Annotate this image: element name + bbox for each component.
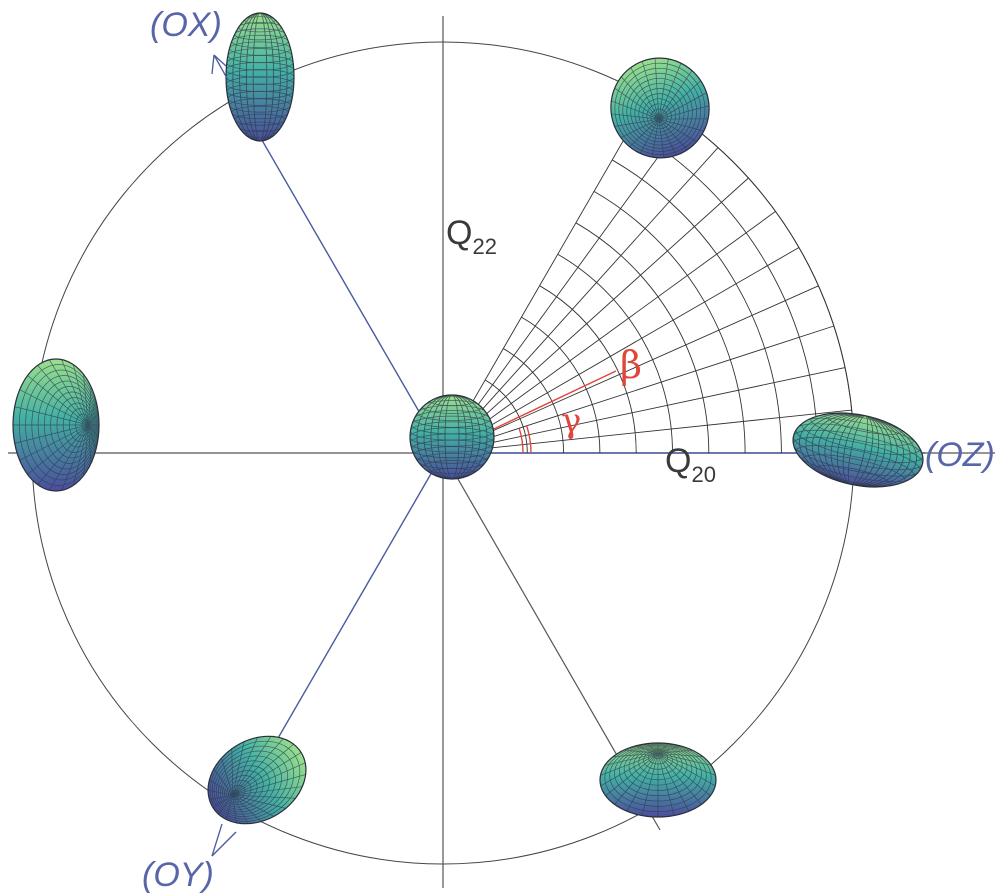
oz-label: (OZ) bbox=[925, 436, 995, 474]
ox-label: (OX) bbox=[150, 6, 222, 44]
q20-label: Q20 bbox=[665, 442, 716, 487]
shape-upper-right-oblate bbox=[601, 48, 719, 168]
grid-spoke bbox=[478, 177, 749, 422]
oy-label: (OY) bbox=[142, 856, 214, 894]
grid-spoke bbox=[481, 211, 776, 426]
grid-spoke bbox=[474, 147, 719, 418]
shape-oz-prolate bbox=[792, 410, 924, 490]
grid-spoke bbox=[489, 367, 846, 444]
grid-spoke bbox=[470, 120, 685, 415]
polar-grid bbox=[466, 96, 855, 454]
gamma-arc-2 bbox=[526, 425, 532, 454]
gamma-arc-1 bbox=[518, 428, 524, 454]
shape-ox-prolate bbox=[225, 12, 295, 142]
grid-spoke bbox=[466, 96, 649, 412]
grid-spoke bbox=[488, 325, 835, 439]
grid-spoke bbox=[484, 247, 800, 430]
spoke-ox bbox=[236, 96, 444, 454]
shape-oy-prolate bbox=[198, 727, 316, 833]
gamma-label: γ bbox=[561, 401, 581, 441]
shape-center-sphere bbox=[409, 394, 495, 480]
q22-label: Q22 bbox=[446, 214, 497, 259]
oy-arrow bbox=[211, 823, 237, 857]
shape-left-oblate bbox=[12, 358, 100, 492]
ox-arrow bbox=[211, 54, 229, 81]
beta-label: β bbox=[620, 343, 642, 387]
shape-lower-right-oblate bbox=[599, 742, 717, 818]
grid-spoke bbox=[486, 285, 819, 434]
grid-spoke bbox=[490, 409, 852, 449]
